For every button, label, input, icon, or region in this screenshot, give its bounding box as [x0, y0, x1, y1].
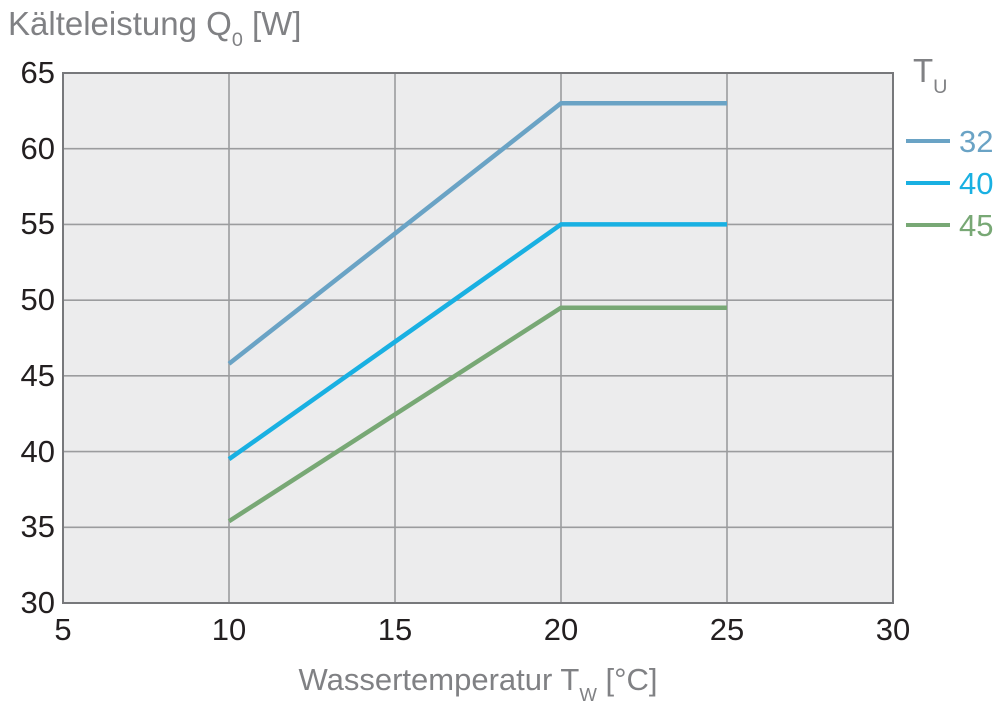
legend-label: 45 [959, 207, 994, 243]
y-tick-label: 45 [20, 357, 55, 393]
legend-title: TU [906, 52, 1003, 97]
chart-title-subscript: 0 [231, 29, 243, 52]
x-tick-label: 15 [377, 612, 413, 647]
plot-border [62, 72, 894, 604]
legend-line-swatch [906, 181, 950, 185]
series-line-40 [227, 222, 727, 461]
x-axis-label-subscript: W [579, 683, 597, 705]
series-line-32 [227, 101, 727, 366]
x-axis-label-prefix: Wassertemperatur T [298, 662, 580, 697]
legend-title-text: T [913, 52, 934, 89]
x-tick-label: 20 [543, 612, 579, 647]
y-tick-label: 30 [20, 585, 55, 620]
y-tick-label: 55 [20, 206, 55, 242]
chart-title: Kälteleistung Q0 [W] [8, 5, 302, 50]
y-tick-label: 65 [20, 55, 55, 90]
legend-items: 32 40 45 [906, 120, 1003, 246]
x-tick-label: 5 [54, 612, 72, 647]
legend-label: 32 [959, 123, 994, 159]
x-axis-label-suffix: [°C] [596, 662, 658, 697]
legend-item-32: 32 [906, 120, 1003, 162]
y-tick-label: 40 [20, 433, 55, 469]
x-tick-label: 30 [875, 612, 911, 647]
chart-title-prefix: Kälteleistung Q [8, 5, 232, 42]
series-line-45 [227, 305, 727, 524]
legend: TU 32 40 45 [906, 52, 1003, 246]
legend-item-40: 40 [906, 162, 1003, 204]
y-tick-label: 35 [20, 509, 55, 545]
y-tick-label: 50 [20, 282, 55, 318]
legend-line-swatch [906, 139, 950, 143]
x-tick-label: 10 [211, 612, 247, 647]
legend-title-subscript: U [933, 76, 948, 99]
plot-background [63, 73, 893, 603]
y-tick-label: 60 [20, 130, 55, 166]
legend-label: 40 [959, 165, 994, 201]
legend-line-swatch [906, 223, 950, 227]
chart-title-suffix: [W] [242, 5, 302, 42]
legend-item-45: 45 [906, 204, 1003, 246]
x-axis-label: Wassertemperatur TW [°C] [63, 662, 893, 703]
x-tick-label: 25 [709, 612, 745, 647]
